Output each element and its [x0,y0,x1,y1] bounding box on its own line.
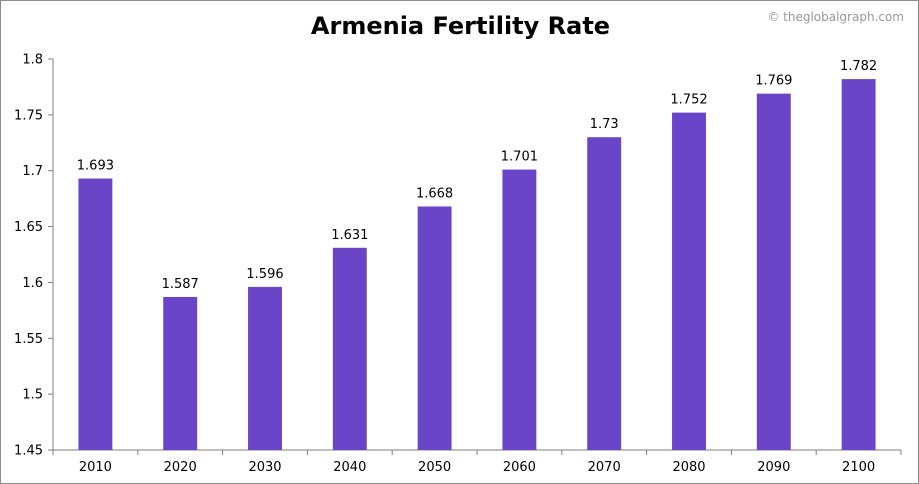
y-tick-label: 1.7 [22,164,43,179]
x-tick-label: 2090 [757,460,790,475]
x-tick-label: 2050 [418,460,451,475]
x-tick-label: 2030 [248,460,281,475]
x-tick-label: 2040 [333,460,366,475]
bar-2040 [332,247,367,450]
data-label: 1.587 [162,277,199,292]
x-tick-label: 2060 [503,460,536,475]
data-label: 1.631 [331,228,368,243]
data-label: 1.752 [670,93,707,108]
data-label: 1.701 [501,150,538,165]
y-tick-label: 1.6 [22,276,43,291]
x-tick-label: 2080 [672,460,705,475]
y-tick-label: 1.5 [22,388,43,403]
y-tick-label: 1.65 [14,220,43,235]
bar-2060 [502,169,537,450]
data-label: 1.73 [590,117,619,132]
bar-2050 [417,206,452,450]
bar-2070 [587,137,622,450]
data-label: 1.782 [840,59,877,74]
y-tick-label: 1.8 [22,53,43,68]
credit-text: © theglobalgraph.com [767,10,904,24]
x-tick-label: 2010 [79,460,112,475]
x-tick-label: 2070 [588,460,621,475]
x-tick-label: 2100 [842,460,875,475]
bar-2010 [78,178,113,450]
bar-2020 [163,296,198,450]
data-label: 1.769 [755,74,792,89]
bar-2080 [672,112,706,450]
x-tick-label: 2020 [164,460,197,475]
data-label: 1.693 [77,159,114,174]
data-label: 1.596 [246,267,283,282]
y-tick-label: 1.45 [14,444,43,459]
bar-2090 [756,93,791,450]
chart-title: Armenia Fertility Rate [310,12,611,40]
data-label: 1.668 [416,186,453,201]
y-tick-label: 1.55 [14,332,43,347]
bar-2030 [248,286,282,450]
y-tick-label: 1.75 [14,108,43,123]
bar-2100 [841,79,876,450]
